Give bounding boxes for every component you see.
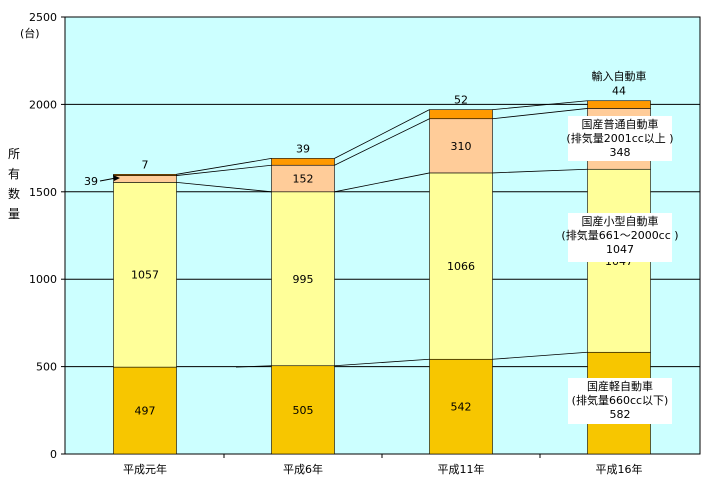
series-connector xyxy=(334,109,430,159)
bar-segment xyxy=(271,158,335,166)
series-connector xyxy=(334,358,430,367)
y-axis-label-char: 所 xyxy=(8,147,20,161)
bar-value-label: 542 xyxy=(451,401,472,414)
series-connector xyxy=(334,172,430,193)
series-callout-box xyxy=(568,213,672,262)
series-callout-name: (排気量660cc以下) xyxy=(572,393,669,407)
series-connector xyxy=(176,158,272,175)
bar-value-label: 39 xyxy=(84,175,98,188)
bar-segment xyxy=(113,182,177,368)
bar-value-label: 1057 xyxy=(131,269,159,282)
series-connector xyxy=(492,168,588,174)
series-connector xyxy=(334,118,430,166)
series-callout-value: 348 xyxy=(610,146,631,159)
bar-value-label: 7 xyxy=(142,158,149,171)
y-tick-label: 0 xyxy=(50,448,57,461)
bar-segment xyxy=(113,366,177,455)
bar-segment xyxy=(271,164,335,193)
series-connector xyxy=(492,351,588,360)
y-axis-label-char: 量 xyxy=(8,207,20,221)
y-tick-label: 500 xyxy=(36,361,57,374)
bar-segment xyxy=(587,100,651,109)
series-connector xyxy=(492,108,588,120)
bar-value-label: 310 xyxy=(451,140,472,153)
y-unit-label: (台) xyxy=(20,26,40,40)
bar-value-label: 44 xyxy=(612,85,626,98)
y-axis-label-char: 数 xyxy=(8,186,20,201)
x-tick-label: 平成6年 xyxy=(283,462,323,476)
y-tick-label: 2000 xyxy=(29,98,57,111)
series-callout-name: 国産普通自動車 xyxy=(582,117,659,131)
bar-value-label: 152 xyxy=(293,173,314,186)
bar-value-label: 995 xyxy=(293,273,314,286)
series-callout-box xyxy=(568,378,672,424)
bar-value-label: 497 xyxy=(135,405,156,418)
series-callout-name: (排気量661～2000cc ) xyxy=(561,228,678,242)
bar-value-label: 505 xyxy=(293,404,314,417)
y-axis-label-char: 有 xyxy=(8,167,20,181)
series-callout-name: 輸入自動車 xyxy=(592,69,647,83)
x-tick-label: 平成11年 xyxy=(438,462,485,476)
series-callout-value: 582 xyxy=(610,408,631,421)
y-tick-label: 1000 xyxy=(29,273,57,286)
annotation-arrowhead xyxy=(113,175,120,181)
y-tick-label: 2500 xyxy=(29,11,57,24)
bar-segment xyxy=(271,191,335,367)
series-callout-name: (排気量2001cc以上 ) xyxy=(566,131,673,145)
series-connector xyxy=(176,164,272,176)
y-tick-label: 1500 xyxy=(29,186,57,199)
bar-segment xyxy=(271,365,335,455)
series-callout-box xyxy=(568,116,672,161)
series-callout-name: 国産小型自動車 xyxy=(582,214,659,228)
series-connector xyxy=(176,181,272,193)
annotation-arrow-line xyxy=(99,177,117,182)
bar-segment xyxy=(429,172,493,360)
series-connector xyxy=(492,100,588,111)
x-tick-label: 平成元年 xyxy=(123,462,167,476)
bar-value-label: 39 xyxy=(296,142,310,155)
bar-segment xyxy=(429,109,493,120)
bar-segment xyxy=(113,174,177,176)
bar-segment xyxy=(113,175,177,183)
x-tick-label: 平成16年 xyxy=(596,462,643,476)
series-connector xyxy=(235,365,272,368)
series-callout-name: 国産軽自動車 xyxy=(587,379,653,393)
bar-value-label: 52 xyxy=(454,94,468,107)
series-callout-value: 1047 xyxy=(606,243,634,256)
bar-segment xyxy=(429,358,493,455)
bar-value-label: 1066 xyxy=(447,260,475,273)
